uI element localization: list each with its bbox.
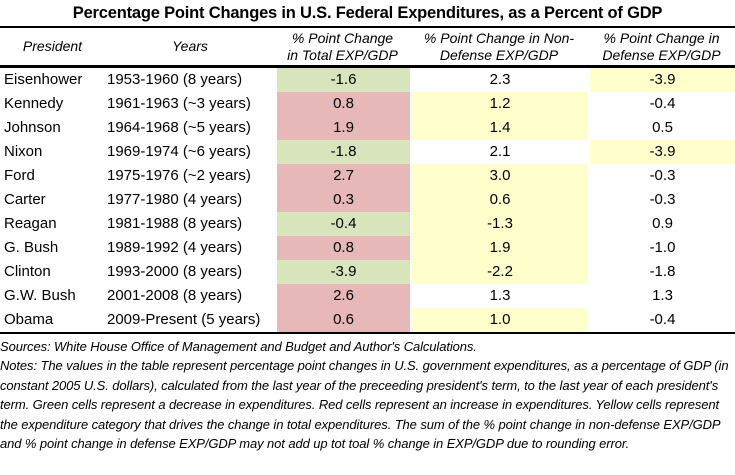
years-cell: 1993-2000 (8 years) [107,263,243,280]
defense-change-cell: -1.8 [588,260,735,284]
total-change-cell: 2.6 [275,284,410,308]
sources-line: Sources: White House Office of Managemen… [0,339,477,354]
nondefense-change-cell: 1.0 [410,308,588,332]
table-row: Carter 1977-1980 (4 years) 0.3 0.6 -0.3 [0,188,735,212]
column-header-defense-line1: % Point Change in [603,29,720,46]
column-header-nondefense-line2: Defense EXP/GDP [439,46,559,63]
column-header-defense-change: % Point Change in Defense EXP/GDP [588,28,735,65]
nondefense-change-cell: 2.3 [410,68,588,92]
table-row: G.W. Bush 2001-2008 (8 years) 2.6 1.3 1.3 [0,284,735,308]
nondefense-change-cell: 1.2 [410,92,588,116]
president-cell: G.W. Bush [4,287,76,304]
defense-change-cell: 0.5 [588,116,735,140]
president-cell: Eisenhower [4,71,83,88]
years-cell: 1977-1980 (4 years) [107,191,243,208]
table-row: Eisenhower 1953-1960 (8 years) -1.6 2.3 -3.9 [0,68,735,92]
years-cell: 1969-1974 (~6 years) [107,143,251,160]
column-header-nondefense-change: % Point Change in Non- Defense EXP/GDP [410,28,588,65]
table-bottom-rule [0,332,735,334]
defense-change-cell: -3.9 [588,140,735,164]
column-header-years-label: Years [172,38,208,54]
years-cell: 1953-1960 (8 years) [107,71,243,88]
years-cell: 2001-2008 (8 years) [107,287,243,304]
table-row: G. Bush 1989-1992 (4 years) 0.8 1.9 -1.0 [0,236,735,260]
column-header-total-line2: in Total EXP/GDP [287,46,398,63]
nondefense-change-cell: 0.6 [410,188,588,212]
total-change-cell: -3.9 [275,260,410,284]
total-change-cell: 0.8 [275,92,410,116]
footer-notes: Sources: White House Office of Managemen… [0,334,735,453]
years-cell: 1975-1976 (~2 years) [107,167,251,184]
defense-change-cell: -0.4 [588,92,735,116]
nondefense-change-cell: -1.3 [410,212,588,236]
notes-paragraph: Notes: The values in the table represent… [0,358,729,452]
defense-change-cell: -0.3 [588,164,735,188]
years-cell: 1961-1963 (~3 years) [107,95,251,112]
defense-change-cell: 1.3 [588,284,735,308]
table-row: Kennedy 1961-1963 (~3 years) 0.8 1.2 -0.4 [0,92,735,116]
nondefense-change-cell: 3.0 [410,164,588,188]
president-cell: Ford [4,167,35,184]
table-row: Reagan 1981-1988 (8 years) -0.4 -1.3 0.9 [0,212,735,236]
president-cell: Kennedy [4,95,64,112]
president-cell: Nixon [4,143,43,160]
president-cell: Carter [4,191,46,208]
table-row: Clinton 1993-2000 (8 years) -3.9 -2.2 -1.8 [0,260,735,284]
total-change-cell: 0.6 [275,308,410,332]
total-change-cell: -1.6 [275,68,410,92]
column-header-total-change: % Point Change in Total EXP/GDP [275,28,410,65]
table-body: Eisenhower 1953-1960 (8 years) -1.6 2.3 -3.9… [0,68,735,332]
president-cell: Johnson [4,119,61,136]
defense-change-cell: -0.4 [588,308,735,332]
president-cell: G. Bush [4,239,59,256]
nondefense-change-cell: 1.4 [410,116,588,140]
total-change-cell: 1.9 [275,116,410,140]
defense-change-cell: -1.0 [588,236,735,260]
president-cell: Reagan [4,215,57,232]
table-row: Johnson 1964-1968 (~5 years) 1.9 1.4 0.5 [0,116,735,140]
years-cell: 1964-1968 (~5 years) [107,119,251,136]
figure-title: Percentage Point Changes in U.S. Federal… [0,0,735,28]
total-change-cell: 0.8 [275,236,410,260]
president-cell: Obama [4,311,54,328]
total-change-cell: 2.7 [275,164,410,188]
column-header-years: Years [105,28,275,65]
president-cell: Clinton [4,263,51,280]
defense-change-cell: 0.9 [588,212,735,236]
nondefense-change-cell: -2.2 [410,260,588,284]
column-header-president: President [0,28,105,65]
defense-change-cell: -3.9 [588,68,735,92]
header-double-rule [0,65,735,68]
years-cell: 1981-1988 (8 years) [107,215,243,232]
table-row: Ford 1975-1976 (~2 years) 2.7 3.0 -0.3 [0,164,735,188]
defense-change-cell: -0.3 [588,188,735,212]
years-cell: 2009-Present (5 years) [107,311,261,328]
table-row: Obama 2009-Present (5 years) 0.6 1.0 -0.4 [0,308,735,332]
nondefense-change-cell: 2.1 [410,140,588,164]
total-change-cell: -1.8 [275,140,410,164]
table-row: Nixon 1969-1974 (~6 years) -1.8 2.1 -3.9 [0,140,735,164]
years-cell: 1989-1992 (4 years) [107,239,243,256]
total-change-cell: 0.3 [275,188,410,212]
table-header-row: President Years % Point Change in Total … [0,28,735,65]
column-header-defense-line2: Defense EXP/GDP [602,46,721,63]
column-header-total-line1: % Point Change [291,29,394,46]
total-change-cell: -0.4 [275,212,410,236]
nondefense-change-cell: 1.9 [410,236,588,260]
nondefense-change-cell: 1.3 [410,284,588,308]
column-header-president-label: President [22,38,83,54]
column-header-nondefense-line1: % Point Change in Non- [423,29,575,46]
